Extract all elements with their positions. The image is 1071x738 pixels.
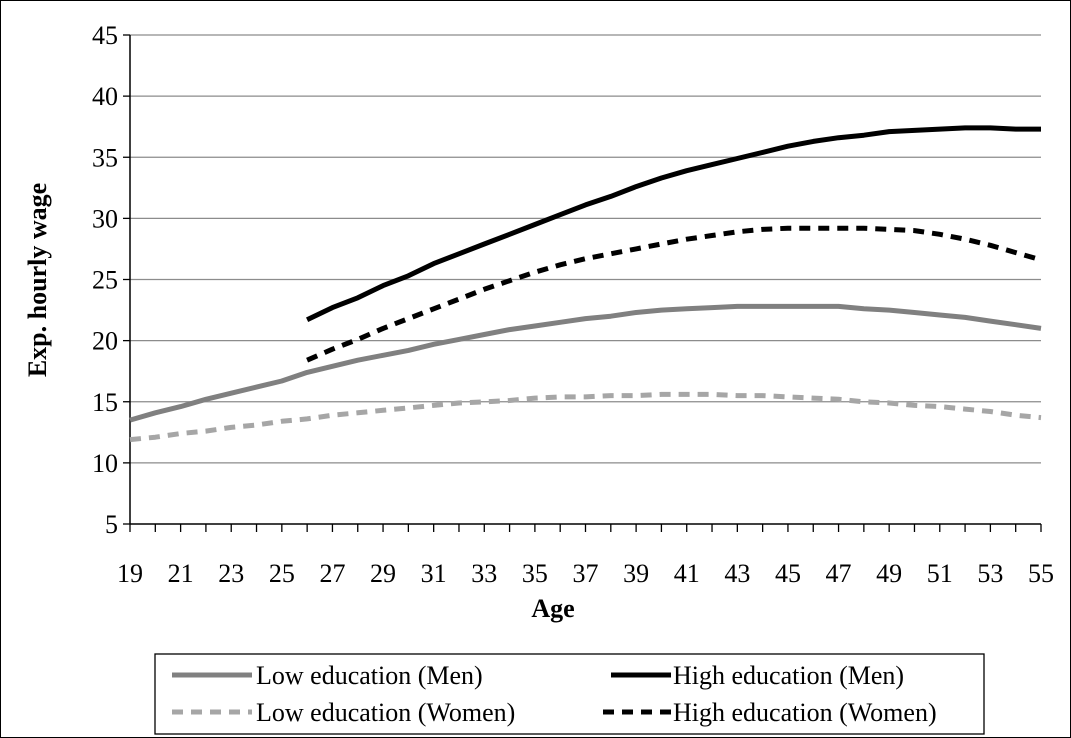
x-tick-label-23: 23: [218, 559, 244, 588]
x-tick-label-47: 47: [826, 559, 852, 588]
x-tick-label-21: 21: [168, 559, 194, 588]
y-tick-labels: 5 10 15 20 25 30 35 40 45: [92, 21, 118, 539]
x-tick-label-19: 19: [117, 559, 143, 588]
x-tick-label-41: 41: [674, 559, 700, 588]
x-tick-label-33: 33: [471, 559, 497, 588]
series-line-low-education-men: [129, 303, 1042, 423]
y-tick-label-30: 30: [92, 204, 118, 233]
x-tick-label-31: 31: [421, 559, 447, 588]
y-tick-label-10: 10: [92, 449, 118, 478]
x-axis-label: Age: [531, 594, 574, 623]
x-tick-labels: 19 21 23 25 27 29 31 33 35 37 39 41 43 45 47 49 51 53 55: [117, 559, 1054, 588]
x-tick-label-37: 37: [573, 559, 599, 588]
axes: [123, 34, 1042, 532]
x-tick-label-43: 43: [724, 559, 750, 588]
legend-label-low-education-women: Low education (Women): [256, 698, 515, 727]
x-tick-label-29: 29: [370, 559, 396, 588]
x-tick-label-55: 55: [1028, 559, 1054, 588]
x-tick-label-51: 51: [927, 559, 953, 588]
x-tick-label-25: 25: [269, 559, 295, 588]
x-tick-label-49: 49: [876, 559, 902, 588]
x-tick-label-35: 35: [522, 559, 548, 588]
x-tick-label-53: 53: [977, 559, 1003, 588]
x-tick-label-27: 27: [319, 559, 345, 588]
series-line-high-education-men: [306, 125, 1041, 323]
legend-label-low-education-men: Low education (Men): [256, 661, 483, 690]
y-axis-label: Exp. hourly wage: [23, 183, 52, 377]
legend-box: [154, 653, 985, 735]
y-tick-label-15: 15: [92, 388, 118, 417]
y-tick-label-5: 5: [105, 510, 118, 539]
legend: Low education (Men) High education (Men)…: [154, 653, 985, 735]
legend-label-high-education-women: High education (Women): [673, 698, 937, 727]
x-tick-label-39: 39: [623, 559, 649, 588]
series-line-low-education-women: [129, 391, 1042, 443]
y-tick-label-35: 35: [92, 143, 118, 172]
series-lines: [129, 125, 1042, 443]
y-tick-label-45: 45: [92, 21, 118, 50]
y-tick-label-20: 20: [92, 327, 118, 356]
x-tick-label-45: 45: [775, 559, 801, 588]
legend-label-high-education-men: High education (Men): [673, 661, 904, 690]
y-tick-label-25: 25: [92, 266, 118, 295]
y-tick-label-40: 40: [92, 82, 118, 111]
series-line-high-education-women: [306, 225, 1042, 363]
